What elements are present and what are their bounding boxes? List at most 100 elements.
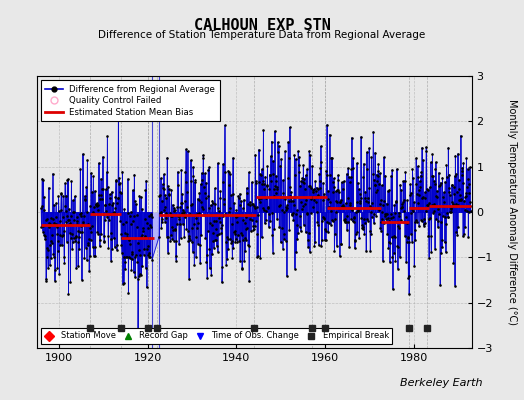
Point bbox=[41, 233, 49, 240]
Point bbox=[64, 291, 73, 298]
Point bbox=[49, 216, 57, 222]
Point bbox=[320, 216, 328, 222]
Point bbox=[89, 244, 97, 250]
Point bbox=[282, 206, 290, 213]
Point bbox=[327, 208, 335, 214]
Point bbox=[146, 254, 155, 260]
Point bbox=[104, 232, 112, 239]
Point bbox=[102, 186, 110, 193]
Point bbox=[340, 178, 348, 184]
Point bbox=[159, 184, 167, 191]
Point bbox=[449, 260, 457, 266]
Point bbox=[115, 181, 123, 188]
Point bbox=[208, 197, 216, 204]
Point bbox=[105, 216, 113, 223]
Point bbox=[119, 221, 127, 227]
Point bbox=[295, 169, 303, 175]
Point bbox=[38, 176, 47, 182]
Point bbox=[141, 265, 150, 271]
Point bbox=[212, 218, 221, 224]
Point bbox=[115, 179, 124, 186]
Point bbox=[224, 246, 232, 252]
Point bbox=[346, 174, 355, 180]
Point bbox=[396, 254, 404, 260]
Point bbox=[342, 200, 350, 206]
Point bbox=[210, 185, 219, 192]
Point bbox=[138, 263, 147, 269]
Point bbox=[341, 219, 350, 226]
Point bbox=[195, 242, 204, 248]
Point bbox=[312, 199, 320, 205]
Point bbox=[446, 209, 455, 216]
Point bbox=[353, 199, 361, 205]
Point bbox=[463, 208, 472, 214]
Point bbox=[430, 208, 438, 214]
Point bbox=[306, 183, 314, 190]
Point bbox=[219, 161, 227, 167]
Point bbox=[361, 195, 369, 201]
Point bbox=[83, 209, 91, 215]
Point bbox=[40, 207, 49, 214]
Point bbox=[446, 206, 455, 212]
Point bbox=[200, 190, 209, 196]
Point bbox=[345, 174, 353, 181]
Point bbox=[422, 148, 431, 155]
Point bbox=[353, 228, 362, 235]
Point bbox=[454, 196, 463, 203]
Point bbox=[417, 217, 425, 223]
Point bbox=[299, 162, 308, 168]
Point bbox=[219, 179, 227, 185]
Point bbox=[161, 215, 170, 221]
Point bbox=[52, 200, 60, 207]
Point bbox=[77, 210, 85, 216]
Point bbox=[367, 209, 375, 216]
Point bbox=[157, 175, 165, 181]
Point bbox=[228, 255, 236, 261]
Point bbox=[208, 251, 216, 257]
Point bbox=[228, 238, 236, 244]
Point bbox=[319, 213, 328, 220]
Point bbox=[328, 154, 336, 161]
Point bbox=[429, 200, 438, 207]
Point bbox=[178, 200, 186, 206]
Point bbox=[246, 202, 255, 208]
Point bbox=[286, 184, 294, 190]
Point bbox=[74, 238, 83, 245]
Point bbox=[224, 181, 233, 188]
Point bbox=[267, 178, 275, 184]
Point bbox=[206, 202, 215, 208]
Point bbox=[364, 218, 372, 224]
Point bbox=[156, 192, 164, 198]
Point bbox=[111, 205, 119, 211]
Point bbox=[39, 177, 48, 183]
Point bbox=[103, 214, 111, 220]
Point bbox=[135, 247, 143, 254]
Point bbox=[56, 242, 64, 249]
Point bbox=[162, 233, 171, 240]
Point bbox=[90, 253, 98, 259]
Point bbox=[66, 278, 74, 285]
Point bbox=[155, 233, 163, 240]
Point bbox=[199, 154, 208, 161]
Point bbox=[462, 193, 470, 199]
Point bbox=[206, 212, 215, 218]
Point bbox=[292, 249, 300, 256]
Point bbox=[73, 220, 82, 227]
Point bbox=[162, 194, 171, 201]
Point bbox=[51, 221, 60, 228]
Point bbox=[354, 207, 363, 213]
Point bbox=[239, 237, 248, 244]
Point bbox=[340, 217, 348, 223]
Point bbox=[313, 208, 321, 215]
Point bbox=[201, 235, 210, 241]
Point bbox=[160, 206, 168, 213]
Point bbox=[369, 211, 378, 218]
Point bbox=[134, 329, 142, 335]
Point bbox=[464, 234, 473, 240]
Point bbox=[124, 290, 133, 297]
Point bbox=[258, 205, 267, 211]
Point bbox=[375, 201, 384, 208]
Point bbox=[199, 152, 208, 158]
Point bbox=[171, 227, 179, 234]
Point bbox=[54, 208, 63, 215]
